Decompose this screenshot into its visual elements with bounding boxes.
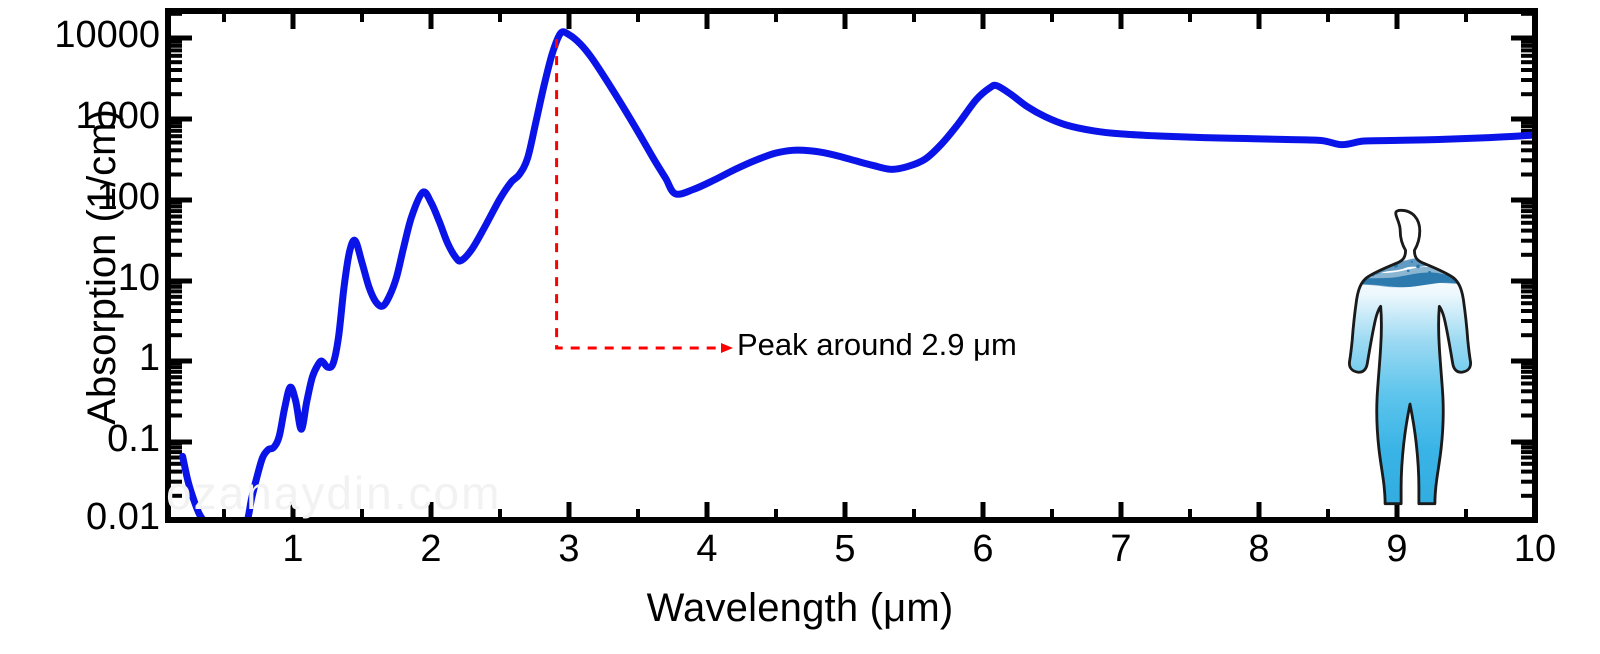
xtick-label-6: 6 xyxy=(972,528,994,570)
absorption-curve xyxy=(179,28,1532,517)
xtick-label-1: 1 xyxy=(282,528,304,570)
ytick-label-0.01: 0.01 xyxy=(86,496,160,538)
ytick-label-10: 10 xyxy=(117,257,160,299)
x-axis-title: Wavelength (μm) xyxy=(646,586,954,630)
site-watermark: ozanaydin.com xyxy=(166,467,502,519)
body-water-fill xyxy=(1349,210,1471,504)
xtick-label-3: 3 xyxy=(558,528,580,570)
peak-annotation-leader xyxy=(555,39,733,353)
xtick-label-2: 2 xyxy=(420,528,442,570)
plot-frame xyxy=(165,8,1538,523)
y-axis-title: Absorption (1/cm) xyxy=(80,109,124,425)
ytick-label-0.1: 0.1 xyxy=(107,418,160,460)
x-axis-ticks xyxy=(222,11,1538,520)
water-surface-splash xyxy=(1349,258,1471,288)
xtick-label-9: 9 xyxy=(1386,528,1408,570)
ytick-label-1000: 1000 xyxy=(75,95,160,137)
ytick-label-100: 100 xyxy=(96,176,160,218)
y-axis-minor-ticks xyxy=(168,11,1535,498)
peak-annotation-label: Peak around 2.9 μm xyxy=(737,327,1017,362)
xtick-label-8: 8 xyxy=(1248,528,1270,570)
body-outline xyxy=(1348,208,1472,506)
human-body-water-icon xyxy=(1348,208,1472,506)
xtick-label-10: 10 xyxy=(1513,528,1557,570)
xtick-label-7: 7 xyxy=(1110,528,1132,570)
ytick-label-1: 1 xyxy=(138,337,160,379)
xtick-label-4: 4 xyxy=(696,528,718,570)
xtick-label-5: 5 xyxy=(834,528,856,570)
ytick-label-10000: 10000 xyxy=(54,14,160,56)
